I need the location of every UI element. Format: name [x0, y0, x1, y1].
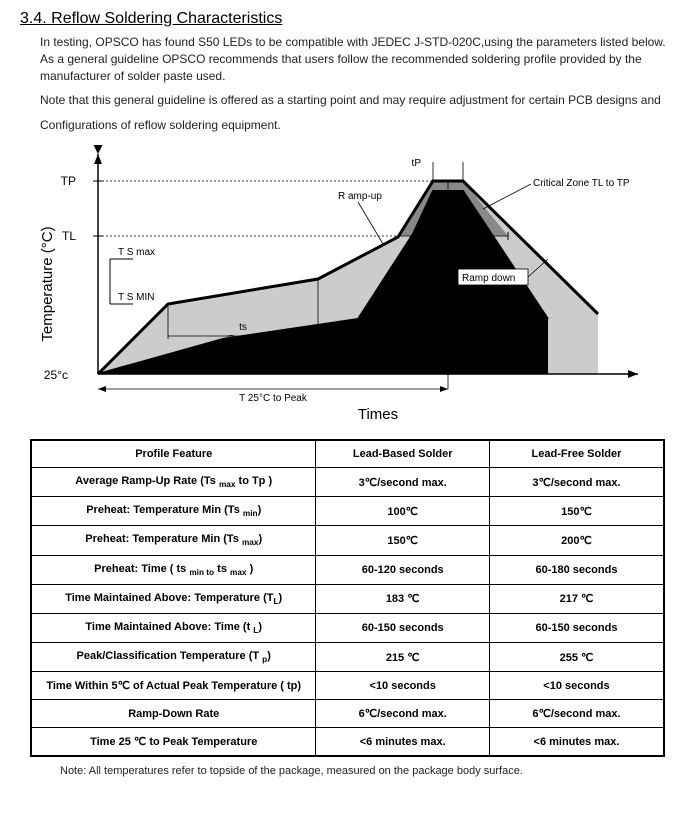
- free-cell: 200℃: [489, 526, 663, 555]
- profile-table-wrapper: Profile FeatureLead-Based SolderLead-Fre…: [30, 439, 665, 757]
- lead-cell: 100℃: [316, 497, 490, 526]
- feature-cell: Average Ramp-Up Rate (Ts max to Tp ): [32, 467, 316, 496]
- svg-text:ts: ts: [239, 322, 247, 333]
- lead-cell: 150℃: [316, 526, 490, 555]
- free-cell: 3℃/second max.: [489, 467, 663, 496]
- feature-cell: Preheat: Temperature Min (Ts min): [32, 497, 316, 526]
- footnote-text: Note: All temperatures refer to topside …: [60, 765, 635, 777]
- svg-text:T S max: T S max: [118, 247, 155, 258]
- table-header-feature: Profile Feature: [32, 441, 316, 468]
- feature-cell: Time Maintained Above: Time (t L): [32, 613, 316, 642]
- table-header-lead: Lead-Based Solder: [316, 441, 490, 468]
- svg-text:R amp-up: R amp-up: [338, 191, 382, 202]
- svg-text:Ramp down: Ramp down: [462, 273, 515, 284]
- section-number: 3.4.: [20, 10, 47, 27]
- table-row: Time 25 ℃ to Peak Temperature<6 minutes …: [32, 728, 663, 756]
- profile-svg: TP TL 25°c T S max T S MIN ts(Preheat) tP tL R a…: [38, 144, 658, 424]
- free-cell: 60-150 seconds: [489, 613, 663, 642]
- svg-text:Temperature (°C): Temperature (°C): [39, 226, 56, 341]
- lead-cell: 215 ℃: [316, 643, 490, 672]
- svg-text:T S MIN: T S MIN: [118, 292, 154, 303]
- feature-cell: Peak/Classification Temperature (T p): [32, 643, 316, 672]
- feature-cell: Preheat: Time ( ts min to ts max ): [32, 555, 316, 584]
- svg-text:tP: tP: [411, 158, 421, 169]
- table-row: Average Ramp-Up Rate (Ts max to Tp )3℃/s…: [32, 467, 663, 496]
- lead-cell: 183 ℃: [316, 584, 490, 613]
- section-title-text: Reflow Soldering Characteristics: [51, 10, 282, 27]
- svg-text:Times: Times: [357, 406, 397, 423]
- feature-cell: Ramp-Down Rate: [32, 700, 316, 728]
- table-row: Preheat: Temperature Min (Ts max)150℃200…: [32, 526, 663, 555]
- table-row: Ramp-Down Rate6℃/second max.6℃/second ma…: [32, 700, 663, 728]
- table-row: Time Within 5℃ of Actual Peak Temperatur…: [32, 672, 663, 700]
- svg-text:tL: tL: [453, 240, 462, 251]
- table-row: Preheat: Time ( ts min to ts max )60-120…: [32, 555, 663, 584]
- feature-cell: Time Maintained Above: Temperature (TL): [32, 584, 316, 613]
- lead-cell: 60-150 seconds: [316, 613, 490, 642]
- table-row: Time Maintained Above: Time (t L)60-150 …: [32, 613, 663, 642]
- free-cell: 6℃/second max.: [489, 700, 663, 728]
- free-cell: <10 seconds: [489, 672, 663, 700]
- profile-table: Profile FeatureLead-Based SolderLead-Fre…: [32, 441, 663, 755]
- free-cell: <6 minutes max.: [489, 728, 663, 756]
- svg-text:(Preheat): (Preheat): [226, 334, 260, 343]
- feature-cell: Time Within 5℃ of Actual Peak Temperatur…: [32, 672, 316, 700]
- lead-cell: 3℃/second max.: [316, 467, 490, 496]
- intro-paragraph-1: In testing, OPSCO has found S50 LEDs to …: [40, 34, 675, 84]
- free-cell: 217 ℃: [489, 584, 663, 613]
- intro-paragraph-3: Configurations of reflow soldering equip…: [40, 117, 675, 134]
- table-row: Time Maintained Above: Temperature (TL)1…: [32, 584, 663, 613]
- svg-text:Critical Zone TL to TP: Critical Zone TL to TP: [533, 178, 630, 189]
- lead-cell: 6℃/second max.: [316, 700, 490, 728]
- table-row: Peak/Classification Temperature (T p)215…: [32, 643, 663, 672]
- free-cell: 60-180 seconds: [489, 555, 663, 584]
- lead-cell: 60-120 seconds: [316, 555, 490, 584]
- free-cell: 150℃: [489, 497, 663, 526]
- section-title: 3.4. Reflow Soldering Characteristics: [20, 10, 675, 28]
- svg-text:TP: TP: [60, 174, 75, 188]
- feature-cell: Preheat: Temperature Min (Ts max): [32, 526, 316, 555]
- table-row: Preheat: Temperature Min (Ts min)100℃150…: [32, 497, 663, 526]
- intro-paragraph-2: Note that this general guideline is offe…: [40, 92, 675, 109]
- svg-text:25°c: 25°c: [43, 368, 67, 382]
- lead-cell: <6 minutes max.: [316, 728, 490, 756]
- feature-cell: Time 25 ℃ to Peak Temperature: [32, 728, 316, 756]
- lead-cell: <10 seconds: [316, 672, 490, 700]
- svg-text:T 25°C to Peak: T 25°C to Peak: [239, 393, 308, 404]
- free-cell: 255 ℃: [489, 643, 663, 672]
- reflow-profile-chart: TP TL 25°c T S max T S MIN ts(Preheat) tP tL R a…: [38, 144, 658, 424]
- table-header-free: Lead-Free Solder: [489, 441, 663, 468]
- svg-text:TL: TL: [61, 229, 75, 243]
